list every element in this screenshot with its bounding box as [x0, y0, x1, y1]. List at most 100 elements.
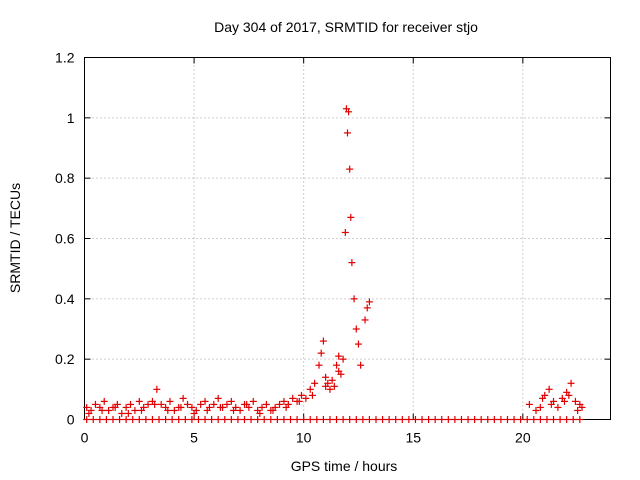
data-point — [260, 416, 268, 423]
data-point — [287, 416, 295, 423]
data-point — [326, 416, 334, 423]
data-point — [179, 394, 187, 402]
data-point — [539, 394, 547, 402]
data-point — [249, 397, 257, 405]
data-point — [545, 385, 553, 393]
data-point — [319, 416, 327, 423]
data-point — [322, 382, 330, 390]
data-point — [109, 416, 117, 423]
data-point — [543, 416, 551, 423]
data-point — [451, 416, 459, 423]
data-point — [208, 416, 216, 423]
data-point — [497, 416, 505, 423]
data-point — [157, 400, 165, 408]
data-point — [118, 409, 126, 417]
data-point — [175, 416, 183, 423]
data-point — [262, 400, 270, 408]
data-point — [311, 379, 319, 387]
axis-tick-labels: 0 5 10 15 20 0 0.2 0.4 0.6 0.8 1 1.2 — [55, 50, 531, 446]
data-point — [96, 416, 104, 423]
data-point — [363, 304, 371, 312]
data-point — [227, 416, 235, 423]
data-point — [346, 165, 354, 173]
data-point — [319, 337, 327, 345]
data-point — [411, 416, 419, 423]
y-tick-label: 0.8 — [55, 170, 75, 186]
data-point — [273, 416, 281, 423]
y-tick-label: 0 — [67, 412, 75, 428]
data-point — [554, 403, 562, 411]
data-point — [530, 416, 538, 423]
data-point — [317, 349, 325, 357]
data-point — [565, 391, 573, 399]
data-point — [398, 416, 406, 423]
data-point — [326, 385, 334, 393]
data-point — [578, 403, 586, 411]
data-point — [148, 416, 156, 423]
data-point — [385, 416, 393, 423]
data-point — [201, 397, 209, 405]
data-point — [188, 416, 196, 423]
y-tick-label: 1.2 — [55, 50, 75, 66]
data-point — [230, 406, 238, 414]
data-point — [560, 397, 568, 405]
data-point — [83, 403, 91, 411]
data-point — [438, 416, 446, 423]
x-axis-label: GPS time / hours — [291, 458, 398, 474]
data-point — [425, 416, 433, 423]
data-point — [89, 416, 97, 423]
data-point — [170, 406, 178, 414]
data-point — [347, 213, 355, 221]
data-point — [127, 400, 135, 408]
data-point — [457, 416, 465, 423]
axis-ticks — [84, 57, 611, 420]
data-point — [315, 361, 323, 369]
data-point — [111, 403, 119, 411]
data-point — [124, 409, 132, 417]
data-point — [280, 416, 288, 423]
data-point — [550, 416, 558, 423]
data-point — [276, 400, 284, 408]
data-point — [105, 406, 113, 414]
y-tick-label: 1 — [67, 110, 75, 126]
data-point — [471, 416, 479, 423]
data-point — [85, 409, 93, 417]
grid-lines — [84, 57, 611, 420]
chart-title: Day 304 of 2017, SRMTID for receiver stj… — [214, 19, 478, 35]
data-point — [345, 108, 353, 116]
data-point — [359, 416, 367, 423]
data-point — [306, 416, 314, 423]
x-tick-label: 0 — [81, 430, 89, 446]
data-point — [258, 403, 266, 411]
data-point — [131, 406, 139, 414]
data-point — [256, 409, 264, 417]
data-point — [155, 416, 163, 423]
data-point — [135, 416, 143, 423]
data-point — [344, 129, 351, 137]
data-point — [335, 367, 343, 375]
data-point — [214, 394, 222, 402]
data-point — [333, 416, 341, 423]
data-point — [444, 416, 452, 423]
data-point — [431, 416, 439, 423]
data-point — [536, 403, 544, 411]
data-point — [190, 409, 198, 417]
data-point — [352, 416, 360, 423]
data-point — [122, 403, 130, 411]
data-point — [556, 416, 564, 423]
data-point — [151, 400, 159, 408]
data-point — [267, 416, 275, 423]
data-point — [144, 400, 152, 408]
data-point — [341, 228, 349, 236]
data-points — [83, 105, 586, 423]
data-point — [201, 416, 209, 423]
data-point — [197, 400, 205, 408]
data-point — [574, 406, 582, 414]
data-point — [177, 403, 185, 411]
data-point — [214, 416, 222, 423]
data-point — [282, 403, 290, 411]
data-point — [308, 391, 316, 399]
data-point — [240, 416, 248, 423]
y-tick-label: 0.6 — [55, 231, 75, 247]
